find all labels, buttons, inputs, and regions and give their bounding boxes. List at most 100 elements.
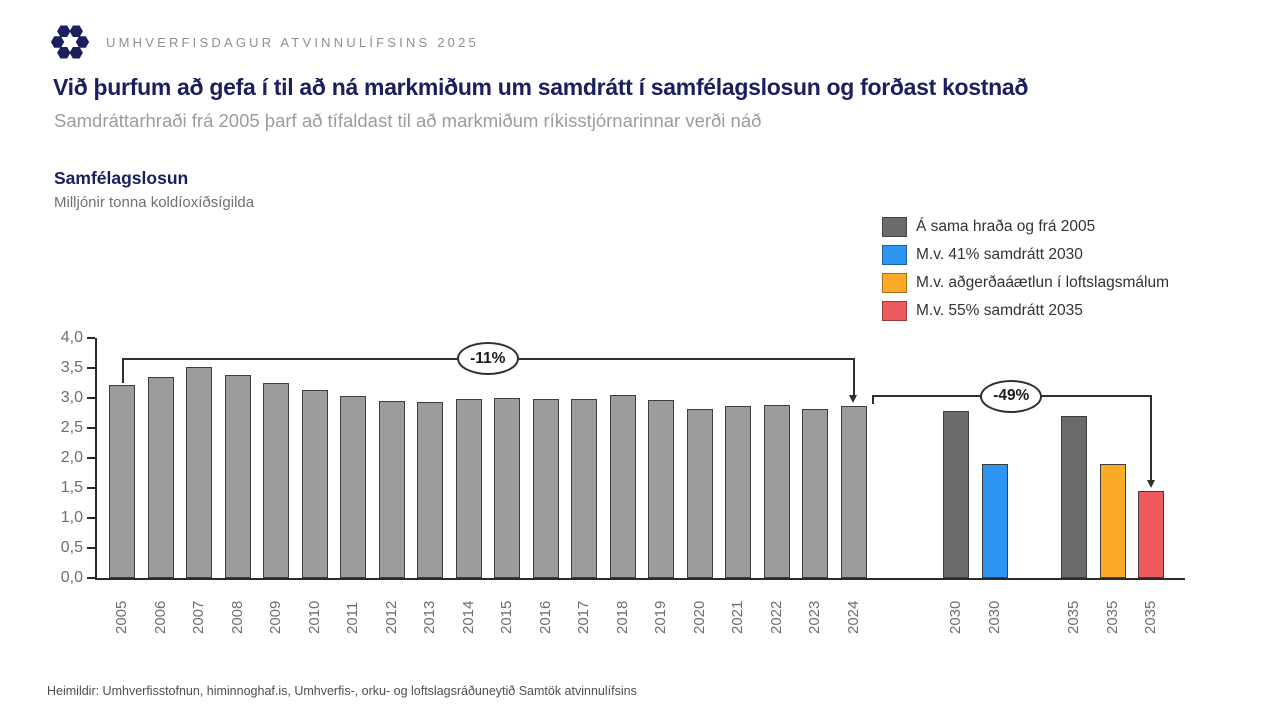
bar-2011-historical bbox=[340, 396, 366, 578]
bar-2008-historical bbox=[224, 375, 251, 578]
x-axis-label: 2023 bbox=[806, 600, 823, 634]
x-axis-label: 2013 bbox=[421, 600, 438, 634]
legend-item-2030-target: M.v. 41% samdrátt 2030 bbox=[882, 241, 1169, 269]
legend-label: M.v. 55% samdrátt 2035 bbox=[916, 302, 1083, 319]
annotation-label-49: -49% bbox=[980, 379, 1043, 413]
page-subtitle: Samdráttarhraði frá 2005 þarf að tífalda… bbox=[54, 110, 762, 131]
x-axis-label: 2009 bbox=[267, 600, 284, 634]
bar-2015-historical bbox=[494, 398, 520, 578]
bar-2030-same_pace bbox=[943, 411, 969, 578]
x-axis-label: 2010 bbox=[305, 600, 323, 634]
y-axis-tick bbox=[87, 517, 95, 519]
topbar: UMHVERFISDAGUR ATVINNULÍFSINS 2025 bbox=[50, 22, 479, 62]
bar-2021-historical bbox=[725, 406, 751, 578]
y-axis-tick bbox=[87, 487, 95, 489]
annotation-drop bbox=[852, 357, 855, 396]
bar-2012-historical bbox=[378, 401, 405, 578]
y-axis-tick bbox=[87, 457, 95, 459]
x-axis-label: 2011 bbox=[344, 601, 361, 634]
sa-flower-logo-icon bbox=[50, 25, 90, 59]
x-axis-label: 2021 bbox=[729, 600, 746, 634]
x-axis bbox=[95, 578, 1185, 580]
legend-swatch-gray bbox=[882, 217, 907, 237]
y-axis-tick-label: 1,0 bbox=[60, 509, 83, 526]
annotation-arrowhead-icon bbox=[1146, 480, 1155, 488]
bar-2017-historical bbox=[571, 398, 597, 578]
bar-2023-historical bbox=[802, 408, 828, 578]
x-axis-label: 2016 bbox=[536, 600, 554, 634]
bar-2019-historical bbox=[648, 399, 674, 578]
x-axis-label: 2007 bbox=[190, 600, 207, 634]
x-axis-label: 2019 bbox=[652, 600, 669, 634]
x-axis-label: 2035 bbox=[1103, 600, 1121, 634]
legend-label: M.v. 41% samdrátt 2030 bbox=[916, 246, 1083, 263]
x-axis-label: 2014 bbox=[459, 600, 477, 634]
x-axis-label: 2006 bbox=[151, 600, 169, 634]
bar-2010-historical bbox=[301, 390, 328, 578]
legend-label: M.v. aðgerðaáætlun í loftslagsmálum bbox=[916, 274, 1169, 291]
y-axis-tick-label: 2,5 bbox=[60, 419, 83, 436]
bar-2035-same_pace bbox=[1061, 416, 1087, 578]
x-axis-label: 2018 bbox=[613, 600, 631, 634]
bar-2022-historical bbox=[763, 405, 790, 578]
x-axis-label: 2030 bbox=[985, 600, 1003, 634]
bar-2035-action_plan bbox=[1099, 464, 1126, 578]
bar-2013-historical bbox=[417, 402, 443, 578]
bar-2009-historical bbox=[263, 383, 289, 578]
bar-2014-historical bbox=[455, 398, 482, 578]
y-axis-tick-label: 3,5 bbox=[60, 359, 83, 376]
bar-2005-historical bbox=[109, 384, 135, 578]
legend-swatch-orange bbox=[882, 273, 907, 293]
event-title: UMHVERFISDAGUR ATVINNULÍFSINS 2025 bbox=[106, 34, 479, 50]
bar-2024-historical bbox=[840, 405, 867, 578]
legend-swatch-blue bbox=[882, 245, 907, 265]
x-axis-label: 2030 bbox=[947, 600, 964, 634]
x-axis-label: 2008 bbox=[228, 600, 246, 634]
bar-2007-historical bbox=[186, 366, 212, 578]
bar-2020-historical bbox=[686, 408, 713, 578]
annotation-riser bbox=[871, 395, 874, 404]
annotation-label-11: -11% bbox=[456, 342, 519, 376]
x-axis-label: 2035 bbox=[1065, 600, 1082, 634]
annotation-riser bbox=[122, 357, 124, 383]
x-axis-label: 2015 bbox=[498, 600, 515, 634]
chart-title: Samfélagslosun bbox=[54, 168, 189, 188]
bar-2030-target_2030 bbox=[981, 464, 1008, 578]
y-axis-tick bbox=[87, 547, 95, 549]
legend-item-action-plan: M.v. aðgerðaáætlun í loftslagsmálum bbox=[882, 269, 1169, 297]
bar-2006-historical bbox=[147, 377, 174, 578]
chart-unit-label: Milljónir tonna koldíoxíðsígilda bbox=[54, 194, 255, 211]
sources-footnote: Heimildir: Umhverfisstofnun, himinnoghaf… bbox=[47, 684, 637, 698]
bar-2018-historical bbox=[609, 395, 636, 578]
bar-2035-target_2035 bbox=[1138, 491, 1164, 578]
x-axis-label: 2022 bbox=[767, 600, 785, 634]
y-axis-tick bbox=[87, 367, 95, 369]
legend-label: Á sama hraða og frá 2005 bbox=[916, 218, 1096, 235]
y-axis bbox=[95, 338, 97, 580]
y-axis-tick bbox=[87, 397, 95, 399]
y-axis-tick bbox=[87, 427, 95, 429]
x-axis-label: 2017 bbox=[575, 600, 592, 634]
annotation-arrowhead-icon bbox=[849, 394, 857, 403]
bar-chart-plot-area: 0,0 0,5 1,0 1,5 2,0 2,5 3,0 3,5 4,0 2005 2006 2007 2… bbox=[61, 329, 1185, 634]
x-axis-label: 2020 bbox=[690, 600, 708, 634]
y-axis-tick-label: 0,5 bbox=[60, 539, 83, 556]
chart-legend: Á sama hraða og frá 2005 M.v. 41% samdrá… bbox=[882, 213, 1169, 325]
legend-item-same-pace: Á sama hraða og frá 2005 bbox=[882, 213, 1169, 241]
y-axis-tick-label: 1,5 bbox=[60, 479, 83, 496]
y-axis-tick-label: 2,0 bbox=[60, 449, 83, 466]
x-axis-label: 2024 bbox=[844, 600, 862, 634]
y-axis-tick bbox=[87, 337, 95, 339]
page-title: Við þurfum að gefa í til að ná markmiðum… bbox=[53, 74, 1029, 100]
x-axis-label: 2012 bbox=[382, 600, 400, 634]
x-axis-label: 2035 bbox=[1142, 600, 1159, 634]
bar-2016-historical bbox=[532, 398, 559, 578]
y-axis-tick-label: 4,0 bbox=[60, 329, 83, 346]
annotation-drop bbox=[1150, 395, 1152, 481]
legend-item-2035-target: M.v. 55% samdrátt 2035 bbox=[882, 297, 1169, 325]
y-axis-tick-label: 0,0 bbox=[60, 569, 83, 586]
y-axis-tick bbox=[87, 577, 95, 579]
legend-swatch-red bbox=[882, 301, 907, 321]
y-axis-tick-label: 3,0 bbox=[60, 389, 83, 406]
